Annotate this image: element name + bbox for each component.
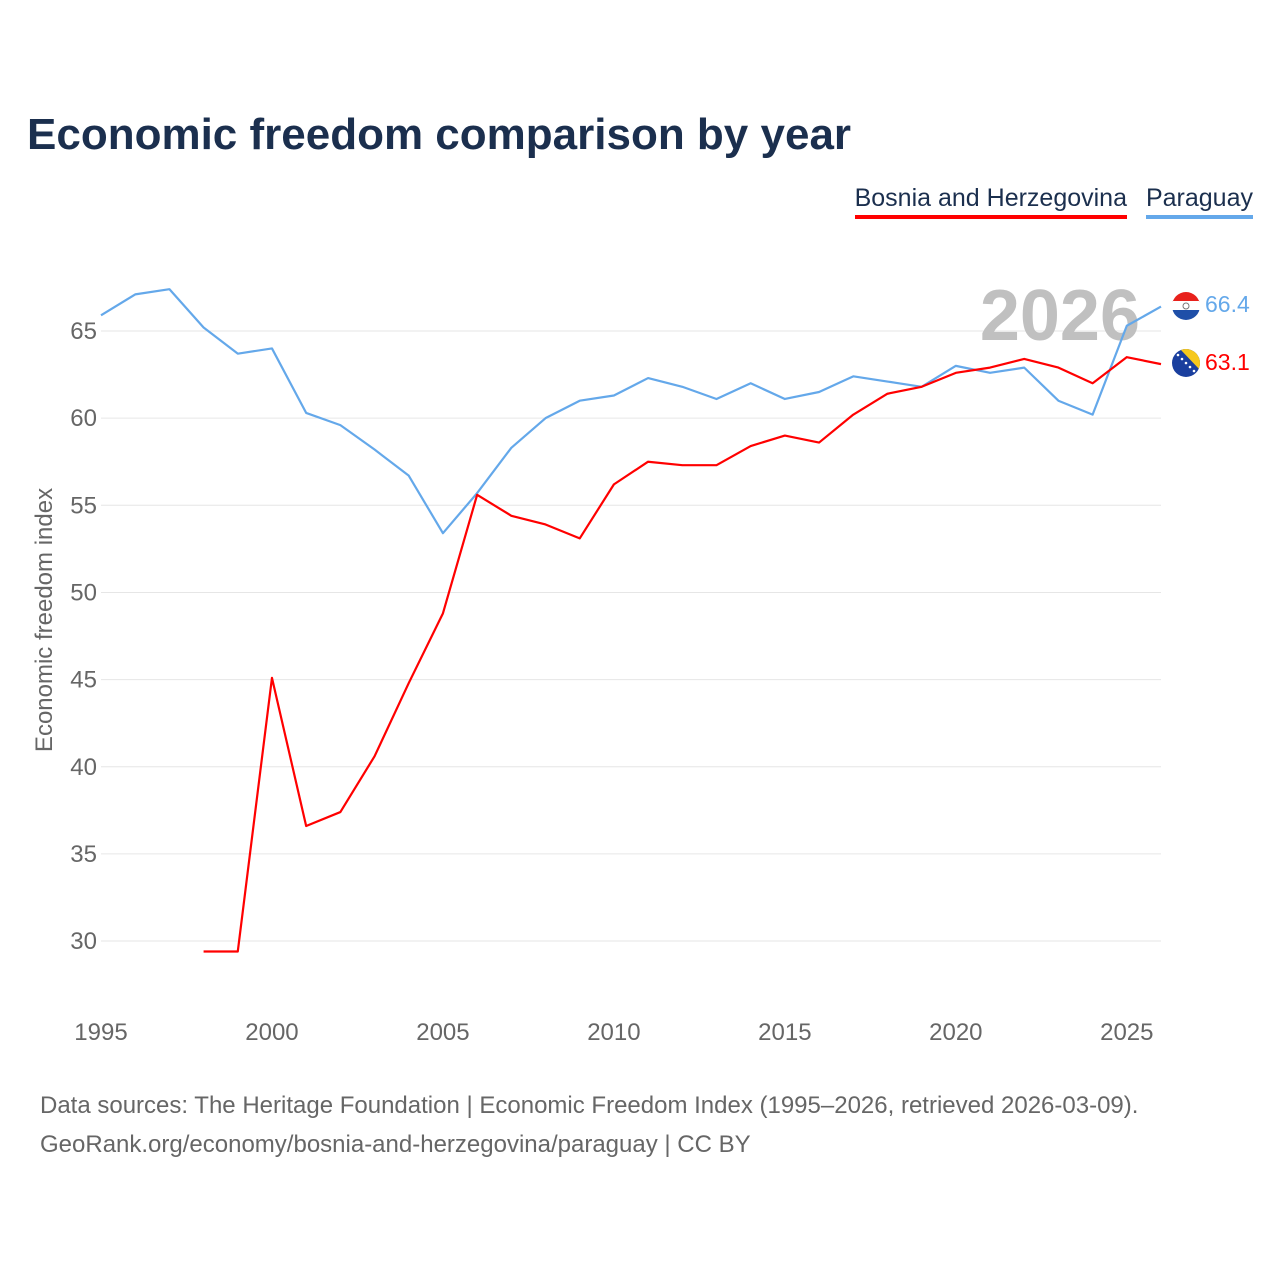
x-tick-label: 2015: [758, 1019, 811, 1046]
series-line-paraguay[interactable]: [100, 288, 1162, 535]
y-tick-label: 50: [70, 579, 97, 606]
x-tick-label: 2000: [245, 1019, 298, 1046]
bosnia-flag-icon: [1172, 349, 1200, 377]
bosnia-end-label: 63.1: [1205, 349, 1250, 375]
paraguay-flag-icon: [1172, 292, 1200, 320]
y-tick-label: 45: [70, 667, 97, 694]
x-tick-label: 2010: [587, 1019, 640, 1046]
footer-url[interactable]: GeoRank.org/economy/bosnia-and-herzegovi…: [40, 1131, 751, 1158]
paraguay-end-label: 66.4: [1205, 291, 1250, 317]
x-tick-label: 2005: [416, 1019, 469, 1046]
y-axis-label: Economic freedom index: [31, 488, 58, 752]
x-tick-label: 1995: [74, 1019, 127, 1046]
current-year-label: 2026: [980, 276, 1140, 356]
footer-sources: Data sources: The Heritage Foundation | …: [40, 1092, 1139, 1119]
x-tick-label: 2025: [1100, 1019, 1153, 1046]
y-tick-label: 35: [70, 841, 97, 868]
y-tick-label: 65: [70, 318, 97, 345]
y-tick-label: 55: [70, 492, 97, 519]
x-tick-label: 2020: [929, 1019, 982, 1046]
legend-bosnia[interactable]: Bosnia and Herzegovina: [854, 184, 1127, 219]
y-tick-label: 40: [70, 754, 97, 781]
footer: Data sources: The Heritage Foundation | …: [40, 1086, 1138, 1164]
y-tick-label: 60: [70, 405, 97, 432]
y-tick-label: 30: [70, 928, 97, 955]
legend-paraguay[interactable]: Paraguay: [1145, 184, 1253, 219]
series-line-bosnia-and-herzegovina[interactable]: [203, 356, 1162, 953]
chart-title: Economic freedom comparison by year: [27, 110, 852, 159]
